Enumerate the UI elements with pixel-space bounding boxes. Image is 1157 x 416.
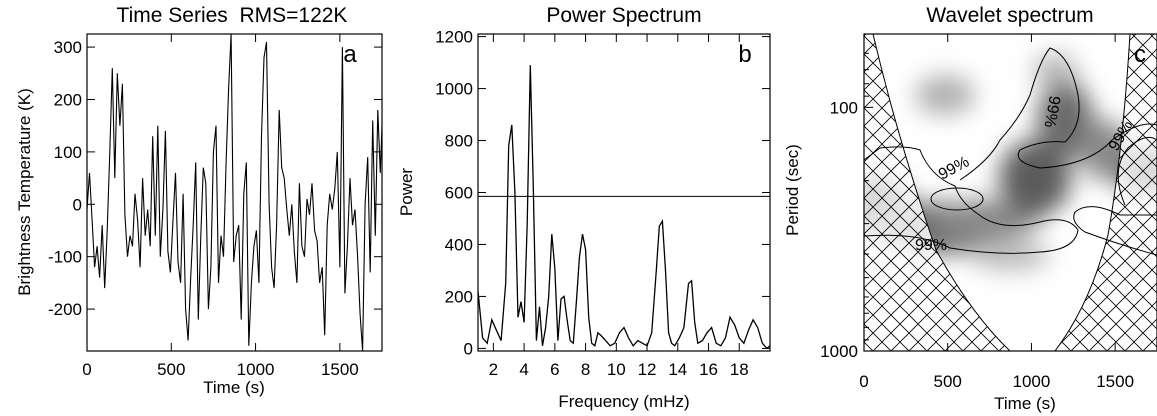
panel-b-xlabel: Frequency (mHz) — [558, 392, 689, 411]
x-tick-label: 500 — [157, 360, 185, 379]
contour-99-main — [959, 47, 1157, 256]
x-tick-label: 4 — [519, 360, 528, 379]
panel-b: Power Spectrum 2 4 6 8 10 12 14 16 18 0 200 400 600 8… — [397, 4, 771, 411]
x-tick-label: 2 — [489, 360, 498, 379]
panel-a-ylabel: Brightness Temperature (K) — [15, 88, 34, 296]
power-blob — [915, 75, 975, 115]
y-tick-label: 100 — [54, 143, 82, 162]
x-tick-label: 6 — [550, 360, 559, 379]
y-tick-label: 800 — [445, 132, 473, 151]
panel-c-ticks: 0 500 1000 1500 100 1000 — [820, 34, 1134, 391]
x-tick-label: 14 — [668, 360, 687, 379]
y-tick-label: 600 — [445, 184, 473, 203]
panel-a-title: Time Series RMS=122K — [117, 4, 348, 27]
y-tick-label: 1000 — [435, 80, 473, 99]
significance-contours — [864, 47, 1157, 256]
panel-a-time-series-line — [87, 34, 382, 351]
panel-a: Time Series RMS=122K 0 500 1000 1500-200-10… — [15, 4, 383, 397]
panel-c-plot-area: 99% 99% 99% 99% — [864, 34, 1157, 351]
panel-c: Wavelet spectrum — [783, 4, 1157, 413]
panel-b-ylabel: Power — [397, 168, 416, 217]
y-tick-label: -200 — [48, 300, 82, 319]
x-tick-label: 1500 — [1096, 372, 1134, 391]
panel-b-series — [478, 65, 770, 350]
contour-label: 99% — [915, 237, 947, 254]
contour-99-lower — [864, 146, 1079, 254]
panel-a-letter: a — [343, 41, 357, 68]
y-tick-label: -100 — [48, 248, 82, 267]
panel-a-frame — [86, 33, 383, 352]
x-tick-label: 1500 — [321, 360, 359, 379]
y-tick-label: 1200 — [435, 28, 473, 47]
cone-of-influence-hatch — [864, 34, 1157, 351]
panel-c-letter: c — [1134, 41, 1146, 68]
cone-of-influence-edge — [872, 34, 1131, 351]
y-tick-label: 1000 — [820, 342, 858, 361]
y-tick-label: 400 — [445, 235, 473, 254]
panel-c-ylabel: Period (sec) — [783, 144, 802, 236]
x-tick-label: 0 — [859, 372, 868, 391]
y-tick-label: 200 — [54, 90, 82, 109]
panel-c-frame — [863, 33, 1157, 352]
panel-c-title: Wavelet spectrum — [926, 4, 1093, 27]
x-tick-label: 1000 — [237, 360, 275, 379]
contour-99-island — [930, 187, 984, 211]
x-tick-label: 1000 — [1013, 372, 1051, 391]
panel-a-series — [87, 34, 382, 351]
x-tick-label: 12 — [638, 360, 657, 379]
contour-99-right — [1117, 136, 1157, 206]
x-tick-label: 500 — [934, 372, 962, 391]
panel-b-ticks: 2 4 6 8 10 12 14 16 18 0 200 400 600 800 1000 1200 — [435, 28, 770, 379]
x-tick-label: 0 — [82, 360, 91, 379]
y-tick-label: 0 — [73, 195, 82, 214]
panel-b-title: Power Spectrum — [546, 4, 701, 27]
x-tick-label: 16 — [699, 360, 718, 379]
power-blob — [999, 140, 1071, 216]
y-tick-label: 300 — [54, 38, 82, 57]
panel-c-xlabel: Time (s) — [994, 394, 1056, 413]
panel-a-ticks: 0 500 1000 1500 -200 -100 0 100 200 300 — [48, 34, 382, 379]
x-tick-label: 18 — [730, 360, 749, 379]
x-tick-label: 8 — [581, 360, 590, 379]
y-tick-label: 200 — [445, 287, 473, 306]
y-tick-label: 0 — [464, 339, 473, 358]
panel-b-letter: b — [738, 41, 751, 68]
contour-label: 99% — [1040, 94, 1062, 128]
panel-a-xlabel: Time (s) — [203, 378, 265, 397]
power-blob — [970, 239, 1050, 271]
y-tick-label: 100 — [830, 98, 858, 117]
x-tick-label: 10 — [607, 360, 626, 379]
panel-b-power-line — [478, 65, 770, 350]
